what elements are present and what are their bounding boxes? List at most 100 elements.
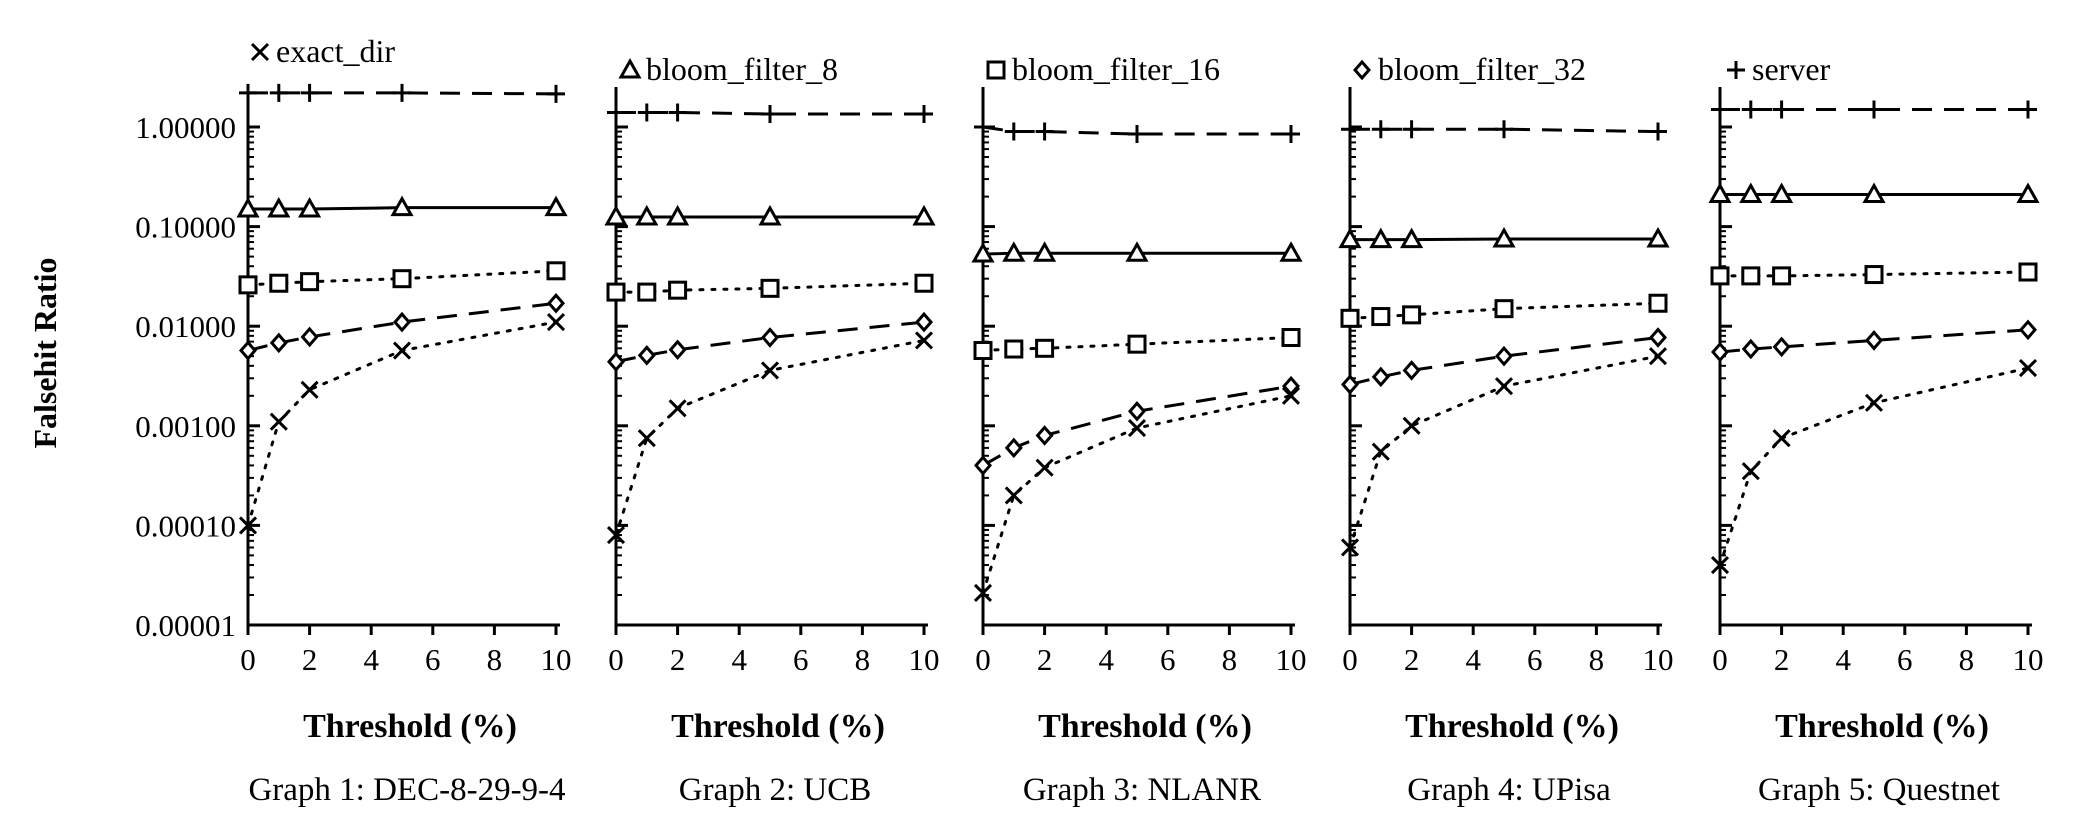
data-point bbox=[971, 242, 995, 263]
x-tick-label: 0 bbox=[608, 642, 624, 677]
x-tick-label: 2 bbox=[1404, 642, 1420, 677]
data-point bbox=[760, 278, 780, 298]
y-axis: 1.00000 0.10000 0.01000 0.00100 0.00010 0.000… bbox=[135, 110, 236, 643]
data-point bbox=[1495, 345, 1513, 367]
data-point bbox=[392, 269, 412, 289]
data-point bbox=[1495, 120, 1513, 139]
x-tick-label: 2 bbox=[302, 642, 318, 677]
series-line bbox=[248, 91, 557, 96]
x-tick-label: 4 bbox=[1835, 642, 1851, 677]
panel-1: 0 2 4 6 8 10 Threshold (%) Graph 1: DEC-8-29-9-… bbox=[236, 83, 572, 808]
data-point bbox=[1492, 226, 1516, 248]
x-axis-label: Threshold (%) bbox=[1405, 708, 1619, 745]
data-point bbox=[1711, 341, 1729, 363]
data-point bbox=[761, 105, 779, 124]
legend-label: bloom_filter_8 bbox=[646, 51, 838, 87]
panel-caption: Graph 3: NLANR bbox=[1023, 772, 1261, 808]
data-point bbox=[1035, 425, 1054, 446]
data-point bbox=[914, 273, 934, 293]
data-point bbox=[2016, 182, 2040, 204]
legend-label: bloom_filter_32 bbox=[1378, 51, 1586, 87]
data-point bbox=[1282, 375, 1300, 397]
legend-marker bbox=[1727, 61, 1745, 79]
data-point bbox=[393, 83, 411, 102]
series-bloom-filter-16 bbox=[973, 328, 1301, 361]
x-tick-label: 0 bbox=[975, 642, 991, 677]
x-tick-label: 6 bbox=[1897, 642, 1913, 677]
series-line bbox=[1718, 366, 2030, 567]
data-point bbox=[1494, 377, 1514, 396]
data-point bbox=[1865, 100, 1883, 119]
data-point bbox=[1772, 336, 1791, 358]
y-tick-label: 0.10000 bbox=[135, 210, 236, 245]
series-line bbox=[982, 125, 1291, 136]
series-exact-dir bbox=[238, 313, 566, 535]
data-point bbox=[668, 280, 688, 300]
data-point bbox=[239, 340, 257, 361]
data-point bbox=[2019, 100, 2037, 119]
series-server bbox=[1711, 100, 2037, 119]
x-tick-label: 6 bbox=[1160, 642, 1176, 677]
data-point bbox=[1371, 120, 1390, 139]
data-point bbox=[1125, 241, 1149, 262]
data-point bbox=[912, 204, 936, 226]
data-point bbox=[546, 261, 566, 281]
data-point bbox=[1033, 241, 1057, 262]
data-point bbox=[1494, 299, 1514, 319]
data-point bbox=[974, 118, 992, 136]
x-tick-label: 6 bbox=[425, 642, 441, 677]
x-tick-label: 4 bbox=[1465, 642, 1481, 677]
x-tick-label: 2 bbox=[670, 642, 686, 677]
series-server bbox=[607, 103, 933, 124]
data-point bbox=[1864, 393, 1884, 412]
data-point bbox=[1340, 308, 1360, 328]
data-point bbox=[1646, 226, 1670, 248]
data-point bbox=[1338, 227, 1362, 249]
y-tick-label: 0.01000 bbox=[135, 309, 236, 344]
data-point bbox=[1371, 442, 1390, 461]
y-tick-label: 1.00000 bbox=[135, 110, 236, 145]
data-point bbox=[1741, 338, 1760, 360]
series-exact-dir bbox=[1340, 347, 1668, 557]
data-point bbox=[637, 103, 656, 122]
series-line bbox=[1719, 328, 2029, 354]
data-point bbox=[547, 84, 565, 103]
x-axis-label: Threshold (%) bbox=[1038, 708, 1252, 745]
data-point bbox=[269, 83, 288, 102]
data-point bbox=[393, 311, 411, 333]
data-point bbox=[915, 105, 933, 124]
data-point bbox=[1340, 538, 1360, 557]
y-tick-label: 0.00010 bbox=[135, 508, 236, 543]
data-point bbox=[300, 326, 319, 348]
data-point bbox=[637, 429, 656, 448]
data-point bbox=[1741, 462, 1760, 481]
series-bloom-filter-32 bbox=[974, 375, 1300, 476]
x-tick-label: 8 bbox=[1959, 642, 1975, 677]
legend-entry-bloom-filter-8: bloom_filter_8 bbox=[618, 51, 838, 87]
x-tick-label: 0 bbox=[1342, 642, 1358, 677]
data-point bbox=[1741, 266, 1761, 286]
series-bloom-filter-16 bbox=[1340, 293, 1668, 328]
data-point bbox=[269, 412, 288, 431]
series-bloom-filter-32 bbox=[1711, 319, 2037, 363]
series-bloom-filter-8 bbox=[1338, 226, 1670, 249]
panel-caption: Graph 5: Questnet bbox=[1758, 772, 2000, 808]
x-tick-label: 8 bbox=[1222, 642, 1238, 677]
data-point bbox=[1279, 241, 1303, 262]
data-point bbox=[1864, 265, 1884, 285]
data-point bbox=[238, 275, 258, 295]
series-line bbox=[981, 394, 1293, 595]
data-point bbox=[269, 332, 288, 354]
data-point bbox=[1128, 400, 1146, 422]
y-tick-label: 0.00001 bbox=[135, 608, 236, 643]
x-tick-label: 10 bbox=[2013, 642, 2044, 677]
y-tick-label: 0.00100 bbox=[135, 409, 236, 444]
panel-caption: Graph 1: DEC-8-29-9-4 bbox=[248, 772, 565, 808]
data-point bbox=[544, 195, 568, 217]
data-point bbox=[1371, 307, 1391, 327]
data-point bbox=[236, 197, 260, 218]
data-point bbox=[269, 273, 289, 293]
x-axis-label: Threshold (%) bbox=[1775, 708, 1989, 745]
legend-entry-bloom-filter-16: bloom_filter_16 bbox=[986, 51, 1220, 87]
data-point bbox=[607, 351, 625, 372]
